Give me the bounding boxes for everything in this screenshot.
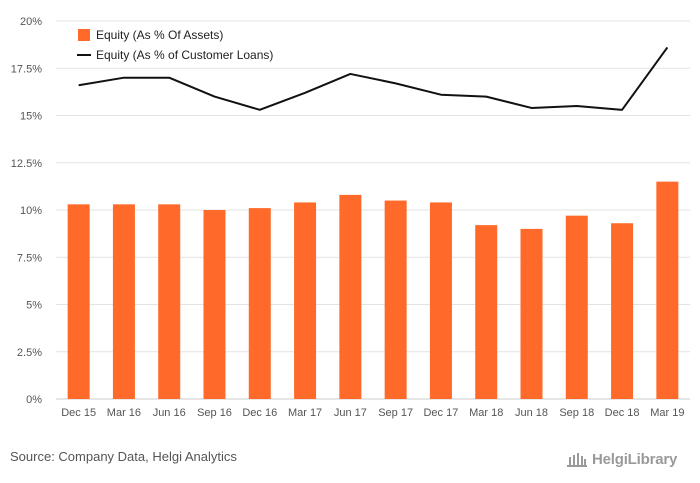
bar — [384, 200, 407, 399]
legend-swatch-bar — [78, 29, 90, 41]
x-tick-label: Mar 18 — [469, 407, 503, 419]
y-tick-label: 15% — [20, 111, 42, 123]
x-tick-label: Mar 16 — [107, 407, 141, 419]
bar — [520, 228, 543, 399]
series-line — [78, 46, 669, 111]
y-tick-label: 10% — [20, 205, 42, 217]
x-tick-label: Sep 18 — [559, 407, 594, 419]
bar — [475, 225, 498, 399]
helgi-library-logo: HelgiLibrary — [566, 449, 677, 469]
y-tick-label: 2.5% — [17, 347, 42, 359]
x-tick-label: Sep 16 — [197, 407, 232, 419]
bar — [339, 194, 362, 399]
y-tick-label: 12.5% — [11, 158, 42, 170]
bar — [158, 204, 181, 399]
legend-label-bar: Equity (As % Of Assets) — [96, 28, 223, 42]
x-tick-label: Dec 18 — [605, 407, 640, 419]
x-tick-label: Jun 17 — [334, 407, 367, 419]
bar — [203, 210, 226, 399]
bar — [112, 204, 135, 399]
x-tick-label: Jun 18 — [515, 407, 548, 419]
x-tick-label: Sep 17 — [378, 407, 413, 419]
bar — [67, 204, 90, 399]
x-tick-label: Mar 17 — [288, 407, 322, 419]
line-series — [78, 46, 669, 111]
y-tick-label: 17.5% — [11, 63, 42, 75]
bar — [565, 215, 588, 399]
x-axis-ticks: Dec 15 Mar 16 Jun 16 Sep 16 Dec 16 Mar 17 Jun … — [61, 407, 684, 419]
y-tick-label: 20% — [20, 16, 42, 28]
logo-text: HelgiLibrary — [592, 450, 678, 468]
x-tick-label: Dec 15 — [61, 407, 96, 419]
bar — [611, 223, 634, 399]
bar-series — [67, 181, 679, 399]
bar — [248, 208, 271, 399]
bar — [429, 202, 452, 399]
y-tick-label: 5% — [26, 300, 42, 312]
x-tick-label: Dec 16 — [242, 407, 277, 419]
combo-chart: 0% 2.5% 5% 7.5% 10% 12.5% 15% 17.5% 20% Dec 15 Ma… — [11, 16, 690, 419]
legend-label-line: Equity (As % of Customer Loans) — [96, 48, 273, 62]
y-axis-ticks: 0% 2.5% 5% 7.5% 10% 12.5% 15% 17.5% 20% — [11, 16, 42, 406]
bar — [656, 181, 679, 399]
x-tick-label: Jun 16 — [153, 407, 186, 419]
x-tick-label: Mar 19 — [650, 407, 684, 419]
y-tick-label: 7.5% — [17, 252, 42, 264]
y-tick-label: 0% — [26, 394, 42, 406]
x-tick-label: Dec 17 — [423, 407, 458, 419]
library-building-icon — [567, 453, 587, 467]
bar — [294, 202, 317, 399]
source-note: Source: Company Data, Helgi Analytics — [10, 449, 237, 464]
legend: Equity (As % Of Assets) Equity (As % of … — [77, 28, 273, 62]
